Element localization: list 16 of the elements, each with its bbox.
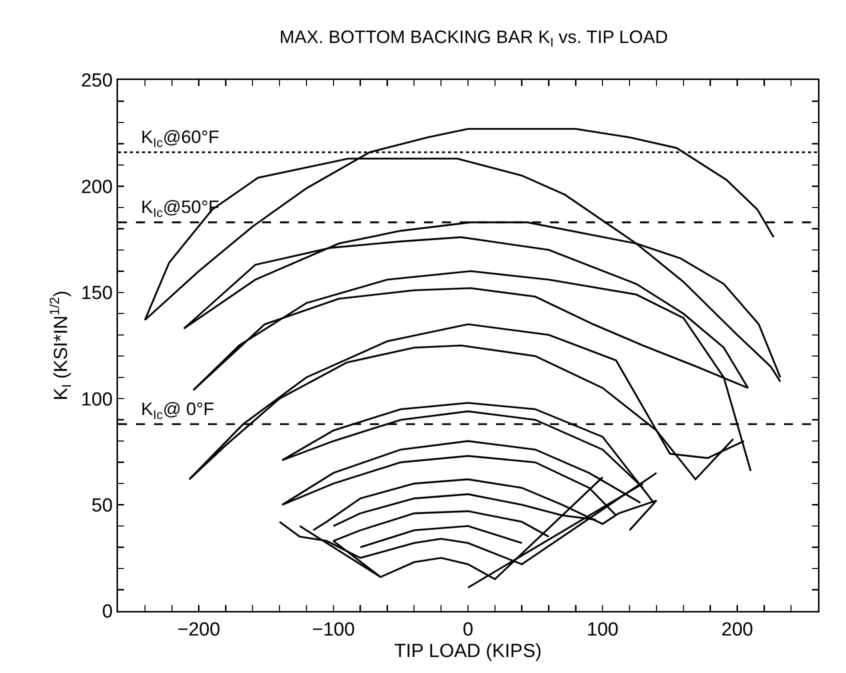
x-tick-label: 0 bbox=[462, 619, 474, 640]
y-tick-label: 0 bbox=[102, 602, 113, 623]
y-tick-label: 50 bbox=[92, 495, 113, 516]
x-tick-label: 100 bbox=[586, 619, 618, 640]
y-tick-label: 200 bbox=[80, 176, 113, 198]
ref-line-label: K$_{Ic}$@60°F bbox=[141, 127, 220, 150]
x-axis-title: TIP LOAD (KIPS) bbox=[394, 640, 542, 662]
ref-line-label: K$_{Ic}$@ 0°F bbox=[141, 399, 214, 422]
y-tick-label: 150 bbox=[80, 283, 113, 304]
y-tick-label: 250 bbox=[80, 70, 113, 92]
x-tick-label: −200 bbox=[177, 619, 220, 640]
y-tick-label: 100 bbox=[80, 389, 113, 410]
x-tick-label: −100 bbox=[312, 619, 355, 640]
ref-line-label: K$_{Ic}$@50°F bbox=[141, 197, 220, 220]
x-tick-label: 200 bbox=[721, 619, 754, 640]
chart-title: MAX. BOTTOM BACKING BAR K$_{I}$ vs. TIP LOAD bbox=[279, 26, 668, 50]
